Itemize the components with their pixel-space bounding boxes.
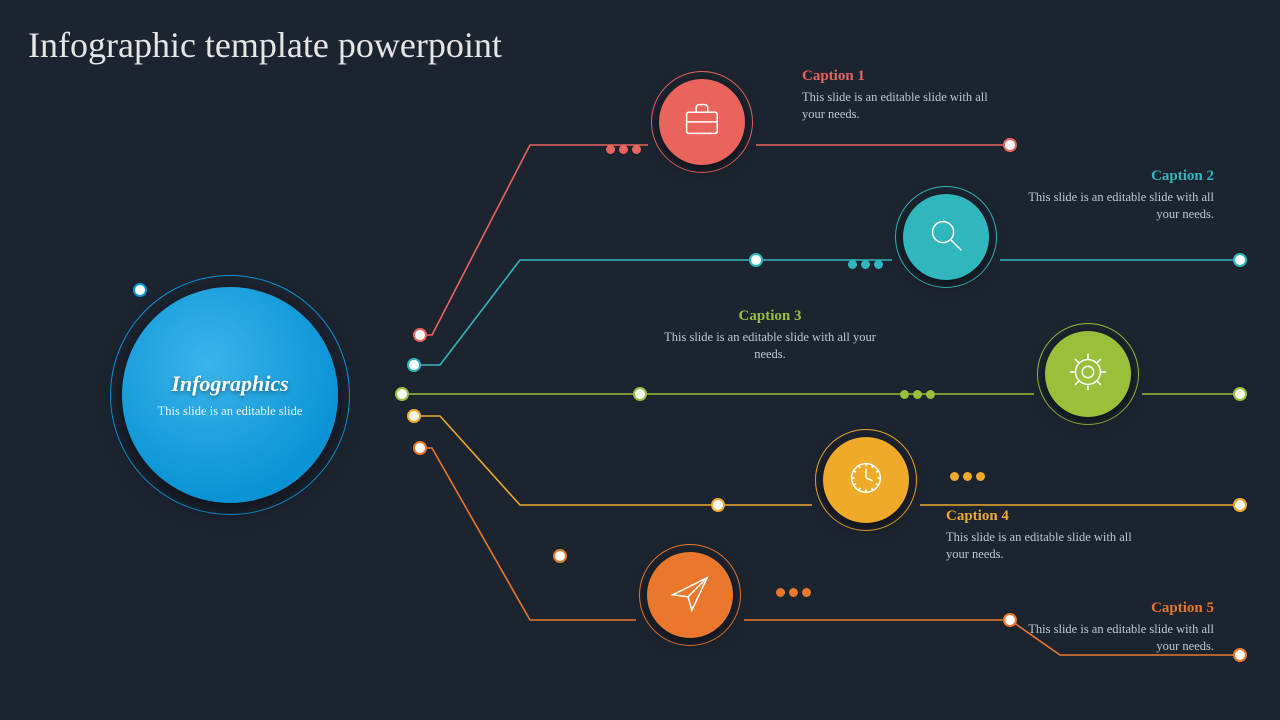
caption-heading: Caption 4 (946, 508, 1146, 525)
caption-heading: Caption 3 (660, 308, 880, 325)
node-item2 (895, 186, 997, 288)
node-core (823, 437, 909, 523)
decor-dots (848, 260, 883, 269)
node-item3 (1037, 323, 1139, 425)
hub-circle: Infographics This slide is an editable s… (110, 275, 350, 515)
caption-text: This slide is an editable slide with all… (660, 329, 880, 363)
caption-item2: Caption 2 This slide is an editable slid… (1014, 168, 1214, 223)
caption-heading: Caption 2 (1014, 168, 1214, 185)
search-icon (923, 212, 969, 263)
gear-icon (1065, 349, 1111, 400)
node-core (659, 79, 745, 165)
caption-item5: Caption 5 This slide is an editable slid… (1014, 600, 1214, 655)
caption-text: This slide is an editable slide with all… (946, 529, 1146, 563)
decor-dots (950, 472, 985, 481)
caption-item1: Caption 1 This slide is an editable slid… (802, 68, 1002, 123)
node-item4 (815, 429, 917, 531)
hub-inner-disc: Infographics This slide is an editable s… (122, 287, 338, 503)
caption-text: This slide is an editable slide with all… (802, 89, 1002, 123)
node-core (1045, 331, 1131, 417)
clock-icon (843, 455, 889, 506)
decor-dots (606, 145, 641, 154)
briefcase-icon (679, 97, 725, 148)
caption-heading: Caption 1 (802, 68, 1002, 85)
node-core (903, 194, 989, 280)
decor-dots (900, 390, 935, 399)
caption-text: This slide is an editable slide with all… (1014, 189, 1214, 223)
page-title: Infographic template powerpoint (28, 24, 502, 66)
node-core (647, 552, 733, 638)
caption-heading: Caption 5 (1014, 600, 1214, 617)
decor-dots (776, 588, 811, 597)
caption-item3: Caption 3 This slide is an editable slid… (660, 308, 880, 363)
hub-subtitle: This slide is an editable slide (158, 403, 303, 420)
hub-title: Infographics (171, 371, 288, 397)
plane-icon (667, 570, 713, 621)
node-item1 (651, 71, 753, 173)
caption-item4: Caption 4 This slide is an editable slid… (946, 508, 1146, 563)
caption-text: This slide is an editable slide with all… (1014, 621, 1214, 655)
node-item5 (639, 544, 741, 646)
